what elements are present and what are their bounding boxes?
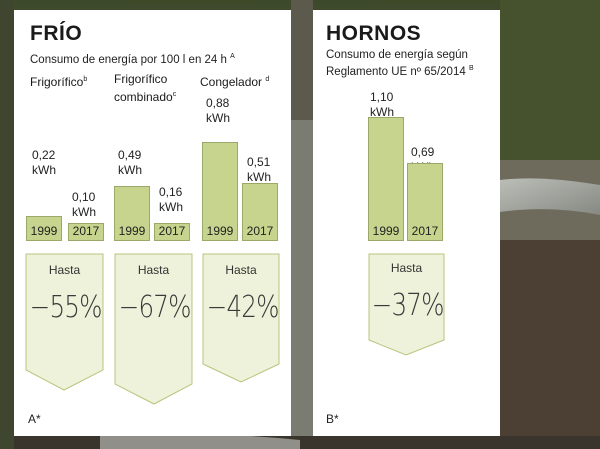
- value-label: 0,51 kWh: [247, 155, 271, 184]
- bar-congelador-1999: [202, 142, 238, 241]
- group-label-frigorifico-combinado: Frigorífico combinadoc: [114, 72, 177, 104]
- footnote-b: B*: [326, 412, 339, 426]
- hornos-title: HORNOS: [326, 22, 422, 45]
- hasta-label: Hasta: [225, 263, 257, 277]
- year-label: 2017: [72, 224, 100, 238]
- hasta-label: Hasta: [48, 263, 81, 277]
- bar-frigorifico-2017: [68, 223, 104, 241]
- frio-panel: FRÍO Consumo de energía por 100 l en 24 …: [14, 10, 291, 436]
- value-label: 1,10 kWh: [370, 90, 394, 119]
- value-label: 0,49 kWh: [118, 148, 142, 177]
- hasta-label: Hasta: [390, 261, 423, 275]
- year-label: 1999: [30, 224, 58, 238]
- frio-subtitle: Consumo de energía por 100 l en 24 h A: [30, 53, 235, 66]
- frio-title: FRÍO: [30, 22, 83, 45]
- reduction-box-frigorifico: [25, 253, 104, 391]
- reduction-box-congelador: [202, 253, 280, 383]
- reduction-value-hornos: −37%: [371, 288, 445, 323]
- hasta-label: Hasta: [137, 263, 170, 277]
- value-label: 0,10 kWh: [72, 190, 96, 219]
- year-label: 1999: [372, 224, 400, 238]
- reduction-shapes: [25, 253, 280, 405]
- hornos-subtitle: Consumo de energía según Reglamento UE n…: [326, 49, 474, 78]
- year-label: 2017: [246, 224, 274, 238]
- reduction-value-frigorifico: −55%: [29, 290, 103, 325]
- group-label-frigorifico: Frigoríficob: [30, 75, 88, 89]
- bar-frigorifico-combinado-2017: [154, 223, 190, 241]
- reduction-shapes: [368, 253, 445, 356]
- value-label: 0,88 kWh: [206, 96, 230, 125]
- hornos-panel: HORNOS Consumo de energía según Reglamen…: [313, 10, 500, 436]
- value-label: 0,16 kWh: [159, 185, 183, 214]
- bar-frigorifico-1999: [26, 216, 62, 241]
- bar-frigorifico-combinado-1999: [114, 186, 150, 241]
- reduction-value-frigorifico-combinado: −67%: [118, 290, 192, 325]
- year-label: 1999: [118, 224, 146, 238]
- year-label: 1999: [206, 224, 234, 238]
- group-label-congelador: Congelador d: [200, 75, 270, 89]
- reduction-box-hornos: [368, 253, 445, 356]
- reduction-value-congelador: −42%: [206, 290, 280, 325]
- bar-congelador-2017: [242, 183, 278, 241]
- bar-hornos-1999: [368, 117, 404, 241]
- year-label: 2017: [158, 224, 186, 238]
- bar-hornos-2017: [407, 163, 443, 241]
- reduction-box-frigorifico-combinado: [114, 253, 193, 405]
- year-label: 2017: [411, 224, 439, 238]
- value-label: 0,22 kWh: [32, 148, 56, 177]
- footnote-a: A*: [28, 412, 41, 426]
